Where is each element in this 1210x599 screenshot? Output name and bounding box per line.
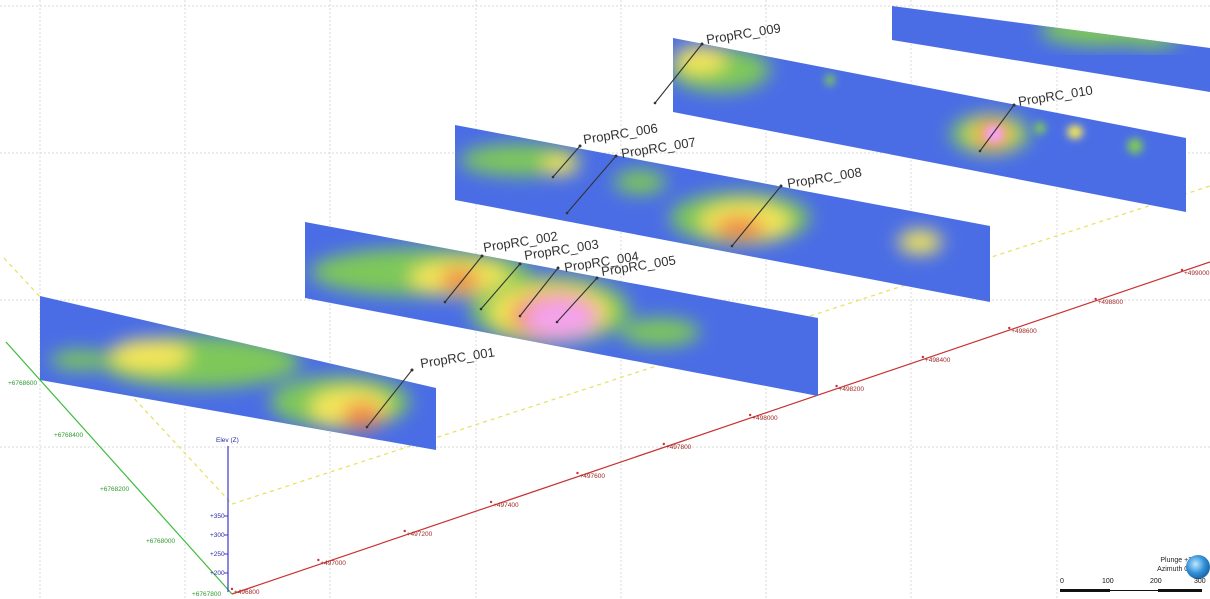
drillhole-trace xyxy=(556,277,598,323)
end-of-hole-marker xyxy=(730,244,734,248)
scale-tick-300: 300 xyxy=(1194,578,1206,585)
collar-marker xyxy=(578,144,582,148)
drillhole-trace xyxy=(480,263,521,310)
easting-label: +497800 xyxy=(666,444,692,451)
drillhole-label: PropRC_010 xyxy=(1017,82,1094,109)
end-of-hole-marker xyxy=(443,300,447,304)
drillhole-trace xyxy=(444,255,483,303)
elevation-label: +250 xyxy=(210,551,225,558)
easting-tick xyxy=(403,529,406,533)
easting-tick xyxy=(489,500,493,504)
drillhole-label: PropRC_001 xyxy=(419,344,496,371)
easting-label: +499000 xyxy=(1184,270,1210,277)
drillhole-trace xyxy=(731,185,782,247)
easting-tick xyxy=(921,355,925,359)
plunge-label: Plunge +38 xyxy=(1160,557,1196,564)
drillhole-trace xyxy=(979,104,1015,152)
scale-baseline xyxy=(1060,590,1202,591)
drillhole-label: PropRC_009 xyxy=(705,20,782,47)
scale-tick-0: 0 xyxy=(1060,578,1064,585)
drillhole-trace xyxy=(519,267,559,317)
easting-label: +498800 xyxy=(1098,299,1124,306)
azimuth-label: Azimuth 028 xyxy=(1157,566,1196,573)
easting-tick xyxy=(1094,297,1097,301)
orientation-readout: Plunge +38 Azimuth 028 xyxy=(1157,556,1196,574)
end-of-hole-marker xyxy=(565,211,569,215)
easting-label: +497400 xyxy=(493,502,519,509)
elevation-axis-title: Elev (Z) xyxy=(216,437,239,444)
easting-axis xyxy=(231,261,1210,595)
elevation-label: +300 xyxy=(210,532,225,539)
northing-tick-labels: +6767800 +6768000 +6768200 +6768400 +6768600 xyxy=(8,380,221,598)
northing-label: +6767800 xyxy=(192,591,221,598)
easting-tick xyxy=(230,587,234,591)
easting-tick xyxy=(662,442,666,446)
section-panel-5 xyxy=(892,6,1210,92)
scale-tick-200: 200 xyxy=(1150,578,1162,585)
drillhole-trace xyxy=(566,155,617,214)
easting-tick xyxy=(1008,326,1011,330)
northing-label: +6768400 xyxy=(54,432,83,439)
end-of-hole-marker xyxy=(551,175,555,179)
scale-bar: 0 100 200 300 xyxy=(1060,578,1206,594)
easting-tick xyxy=(317,558,320,562)
drillhole-trace xyxy=(654,43,703,104)
easting-tick xyxy=(576,471,579,475)
easting-tick xyxy=(1180,268,1184,272)
elevation-label: +200 xyxy=(210,570,225,577)
easting-label: +497600 xyxy=(579,473,605,480)
end-of-hole-marker xyxy=(479,307,483,311)
end-of-hole-marker xyxy=(518,314,522,318)
northing-axis xyxy=(5,341,233,595)
drillhole-label: PropRC_008 xyxy=(786,164,863,191)
drillhole-trace xyxy=(552,145,581,178)
end-of-hole-marker xyxy=(978,149,982,153)
easting-label: +497000 xyxy=(320,560,346,567)
easting-label: +497200 xyxy=(407,531,433,538)
easting-tick xyxy=(748,413,752,417)
end-of-hole-marker xyxy=(653,101,657,105)
collar-marker xyxy=(779,184,783,188)
collar-marker xyxy=(556,266,560,270)
drillhole-trace xyxy=(366,369,413,428)
scale-tick-100: 100 xyxy=(1102,578,1114,585)
easting-tick xyxy=(835,384,838,388)
collar-marker xyxy=(614,154,618,158)
elevation-label: +350 xyxy=(210,513,225,520)
collar-marker xyxy=(410,368,414,372)
collar-marker xyxy=(595,276,599,280)
northing-label: +6768600 xyxy=(8,380,37,387)
easting-label: +496800 xyxy=(234,589,260,596)
collar-marker xyxy=(518,262,522,266)
orientation-globe-icon[interactable] xyxy=(1186,555,1210,579)
easting-label: +498000 xyxy=(752,415,778,422)
end-of-hole-marker xyxy=(555,320,559,324)
elevation-tick-labels: Elev (Z) +350 +300 +250 +200 xyxy=(210,437,239,577)
northing-label: +6768200 xyxy=(100,486,129,493)
end-of-hole-marker xyxy=(365,425,369,429)
easting-label: +498400 xyxy=(925,357,951,364)
easting-label: +498200 xyxy=(839,386,865,393)
northing-label: +6768000 xyxy=(146,538,175,545)
collar-marker xyxy=(700,42,704,46)
collar-marker xyxy=(480,254,484,258)
collar-marker xyxy=(1012,103,1016,107)
easting-label: +498600 xyxy=(1011,328,1037,335)
easting-tick-labels: +496800 +497000 +497200 +497400 +497600 +4978… xyxy=(230,268,1210,596)
